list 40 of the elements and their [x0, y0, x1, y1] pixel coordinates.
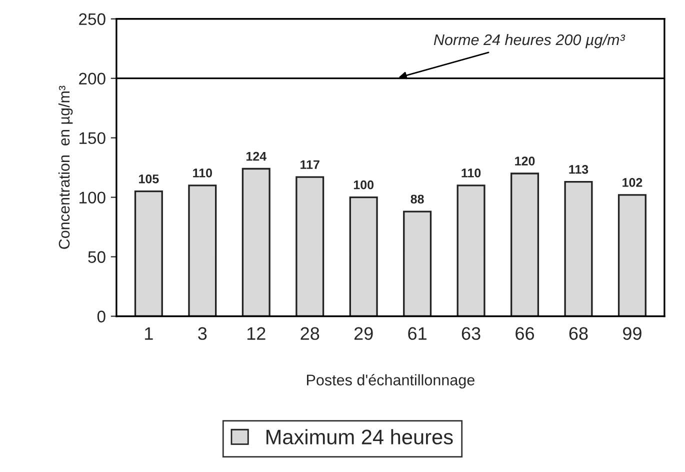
x-tick-label: 29 [354, 327, 373, 340]
y-tick-label: 200 [79, 72, 106, 85]
x-tick-label: 68 [569, 327, 588, 340]
bar [510, 172, 540, 316]
x-tick-label: 61 [408, 327, 426, 340]
x-tick-label: 1 [145, 327, 153, 340]
bar [134, 190, 163, 316]
x-tick-label: 66 [516, 327, 534, 340]
data-label: 110 [462, 168, 481, 178]
x-tick-label: 28 [300, 327, 320, 340]
data-label: 120 [515, 156, 535, 166]
data-label: 105 [139, 174, 159, 184]
data-label: 117 [300, 160, 320, 169]
x-tick-label: 3 [198, 327, 207, 340]
data-label: 88 [410, 194, 424, 204]
y-tick-label: 100 [80, 192, 106, 204]
data-label: 110 [193, 168, 212, 178]
ref-line-label: Norme 24 heures 200 µg/m³ [434, 34, 626, 48]
y-axis-title: Concentration en µg/m³ [58, 86, 73, 249]
legend-label: Maximum 24 heures [266, 429, 453, 444]
x-tick-label: 99 [623, 327, 642, 340]
bar [242, 168, 270, 316]
y-tick-label: 50 [88, 251, 106, 263]
x-tick-label: 12 [247, 327, 266, 340]
x-axis-title: Postes d'échantillonnage [307, 374, 474, 388]
y-tick-label: 150 [80, 132, 106, 144]
data-label: 102 [622, 178, 642, 187]
bar [403, 210, 432, 316]
y-tick-label: 250 [79, 13, 106, 26]
data-label: 100 [354, 180, 374, 190]
data-label: 113 [569, 164, 588, 174]
data-label: 124 [246, 152, 266, 161]
x-tick-label: 63 [462, 327, 480, 340]
bar [188, 184, 217, 316]
bar [296, 176, 324, 316]
bar [618, 194, 646, 316]
y-tick-label: 0 [97, 310, 106, 322]
bar [349, 196, 378, 316]
bar [456, 184, 486, 316]
bar [564, 181, 593, 316]
